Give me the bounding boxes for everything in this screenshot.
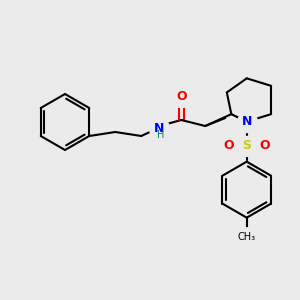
Text: N: N [154, 122, 164, 134]
Text: N: N [242, 115, 252, 128]
Text: H: H [157, 130, 164, 140]
Text: S: S [242, 139, 251, 152]
Text: CH₃: CH₃ [238, 232, 256, 242]
Text: O: O [260, 139, 270, 152]
Text: O: O [176, 91, 187, 103]
Text: O: O [224, 139, 234, 152]
